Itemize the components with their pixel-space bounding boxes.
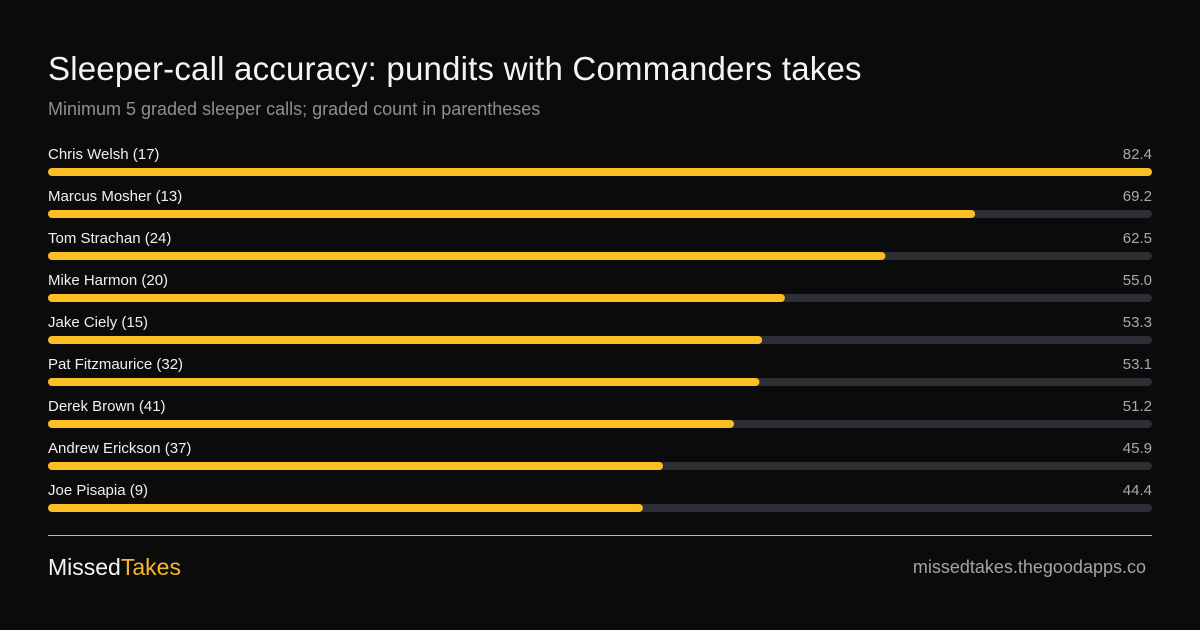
bar [48, 252, 886, 260]
bar-row: Chris Welsh (17) 82.4 [48, 146, 1152, 176]
category-label: Pat Fitzmaurice (32) [48, 356, 183, 373]
chart-title: Sleeper-call accuracy: pundits with Comm… [48, 50, 862, 87]
value-label: 82.4 [1123, 146, 1152, 163]
value-label: 53.3 [1123, 314, 1152, 331]
footer-url: missedtakes.thegoodapps.co [912, 557, 1146, 577]
footer-divider [48, 535, 1152, 536]
value-label: 62.5 [1123, 230, 1152, 247]
bar-row: Marcus Mosher (13) 69.2 [48, 188, 1152, 218]
bar [48, 294, 785, 302]
value-label: 51.2 [1123, 398, 1152, 415]
bar [48, 378, 760, 386]
value-label: 44.4 [1123, 482, 1152, 499]
brand-name-first: Missed [48, 554, 121, 580]
bar [48, 336, 763, 344]
brand-logo: MissedTakes [48, 554, 181, 581]
category-label: Jake Ciely (15) [48, 314, 148, 331]
bar-row: Mike Harmon (20) 55.0 [48, 272, 1152, 302]
category-label: Andrew Erickson (37) [48, 440, 191, 457]
value-label: 53.1 [1123, 356, 1152, 373]
category-label: Tom Strachan (24) [48, 230, 171, 247]
value-label: 69.2 [1123, 188, 1152, 205]
category-label: Chris Welsh (17) [48, 146, 159, 163]
value-label: 55.0 [1123, 272, 1152, 289]
category-label: Mike Harmon (20) [48, 272, 168, 289]
bar [48, 210, 976, 218]
chart-subtitle: Minimum 5 graded sleeper calls; graded c… [48, 99, 541, 119]
bar-row: Jake Ciely (15) 53.3 [48, 314, 1152, 344]
category-label: Joe Pisapia (9) [48, 482, 148, 499]
brand-name-second: Takes [120, 554, 181, 580]
bar-row: Andrew Erickson (37) 45.9 [48, 440, 1152, 470]
bar-row: Derek Brown (41) 51.2 [48, 398, 1152, 428]
bar [48, 420, 734, 428]
bar-row: Joe Pisapia (9) 44.4 [48, 482, 1152, 512]
category-label: Marcus Mosher (13) [48, 188, 182, 205]
value-label: 45.9 [1123, 440, 1152, 457]
bar-row: Pat Fitzmaurice (32) 53.1 [48, 356, 1152, 386]
bar [48, 504, 643, 512]
bar-row: Tom Strachan (24) 62.5 [48, 230, 1152, 260]
category-label: Derek Brown (41) [48, 398, 166, 415]
bar [48, 168, 1152, 176]
bar [48, 462, 663, 470]
